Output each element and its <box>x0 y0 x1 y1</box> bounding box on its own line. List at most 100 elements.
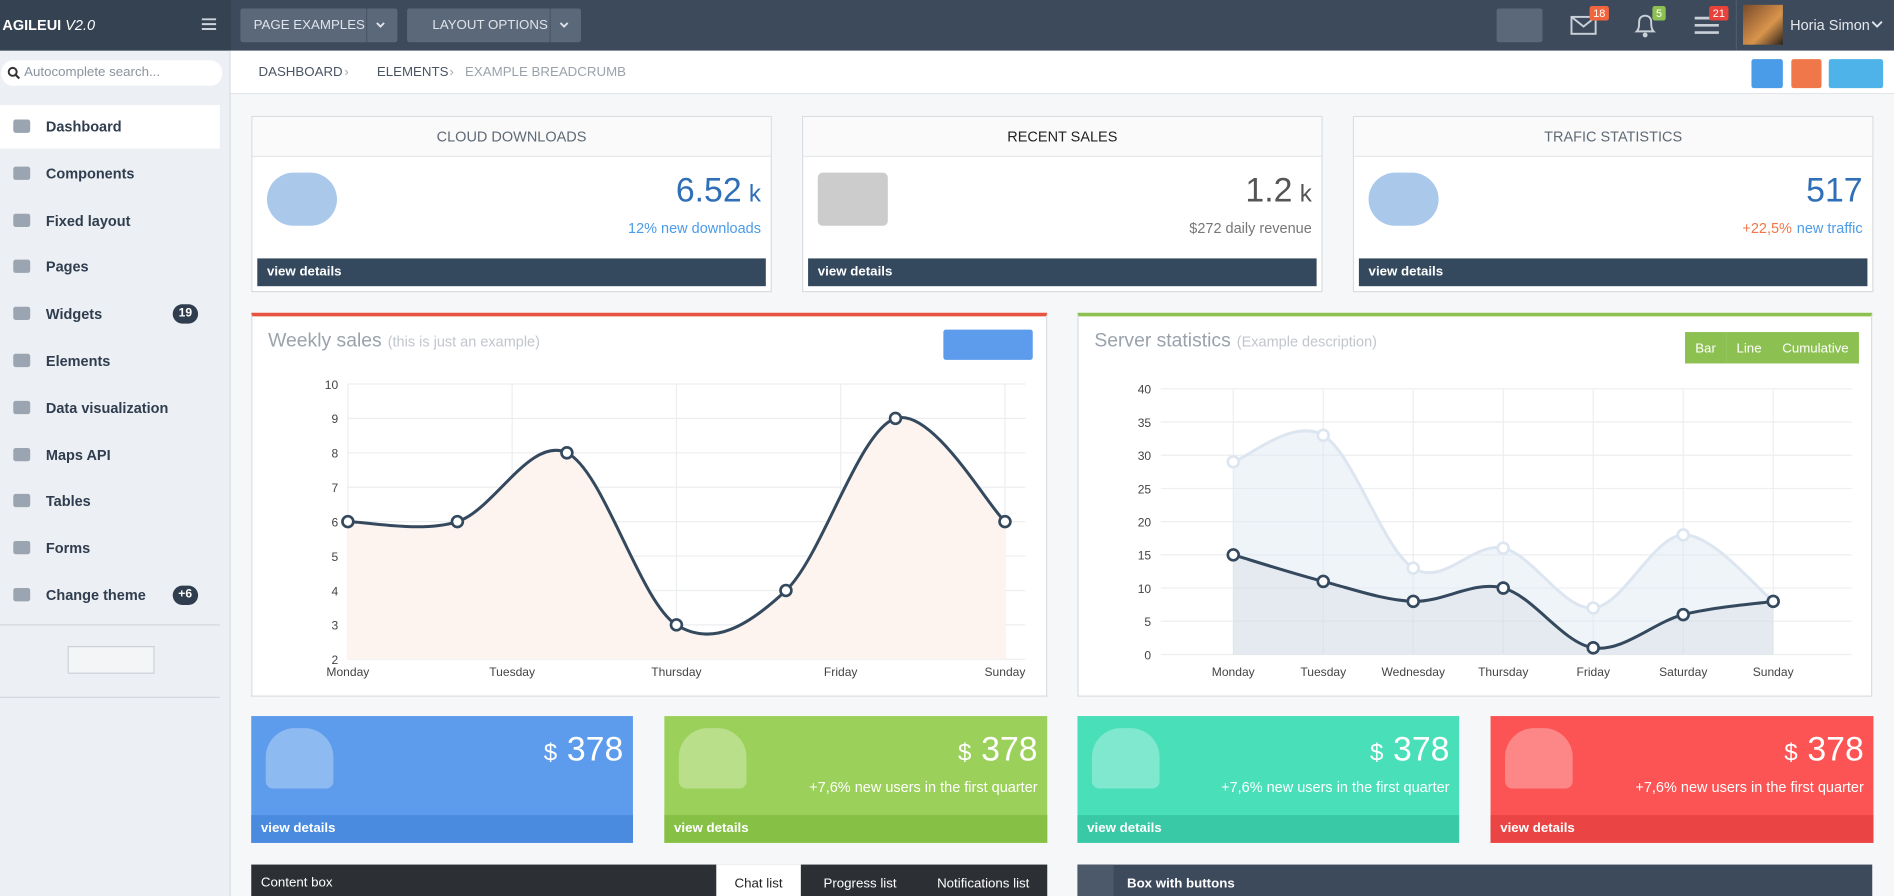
chart-button[interactable] <box>1771 332 1859 364</box>
button-label: PAGE EXAMPLES <box>253 18 365 33</box>
stat-value: 1.2 <box>1245 171 1293 209</box>
bell-icon[interactable] <box>1633 12 1657 39</box>
x-tick-label: Thursday <box>651 665 701 679</box>
tile-footer[interactable]: view details <box>251 815 633 843</box>
x-tick-label: Friday <box>1576 665 1610 679</box>
y-tick-label: 7 <box>331 481 338 495</box>
menu-item[interactable]: Components <box>0 152 220 195</box>
point <box>1226 548 1241 562</box>
menu-item[interactable]: Tables <box>0 480 220 523</box>
chart-button[interactable] <box>1726 332 1772 364</box>
tile-value: 378 <box>1807 730 1864 768</box>
chart-button[interactable] <box>1685 332 1727 364</box>
stat-value-row: 1.2 k <box>1245 171 1311 210</box>
stat-icon <box>1368 172 1439 226</box>
point <box>1406 594 1421 609</box>
x-tick-label: Tuesday <box>489 665 535 679</box>
badge: 18 <box>1589 6 1609 21</box>
menu-toggle[interactable] <box>201 17 217 31</box>
tab[interactable]: Progress list <box>801 865 919 896</box>
menu-label: Change theme <box>45 586 146 604</box>
box-title: Box with buttons <box>1126 876 1235 892</box>
point <box>1226 455 1241 469</box>
breadcrumb: DASHBOARD ELEMENTS EXAMPLE BREADCRUMB › … <box>230 50 1894 95</box>
search-input[interactable]: Autocomplete search... <box>1 60 223 86</box>
tab[interactable]: Notifications list <box>919 865 1047 896</box>
placeholder: Autocomplete search... <box>24 65 161 80</box>
chart-title-row: Weekly sales (this is just an example) <box>268 331 540 353</box>
point <box>1496 541 1510 555</box>
user-name[interactable]: Horia Simon <box>1790 16 1870 34</box>
caret <box>1871 21 1883 28</box>
chart: Monday Tuesday Wednesday Thursday Friday Satu… <box>1138 332 1859 679</box>
layout-options-button[interactable]: LAYOUT OPTIONS <box>407 8 581 43</box>
menu-icon <box>13 306 31 321</box>
point <box>779 583 793 598</box>
theme-button[interactable] <box>1496 8 1543 43</box>
tile-value-row: $378 <box>1784 731 1864 770</box>
chart-title: Weekly sales <box>268 330 382 352</box>
tile-footer[interactable]: view details <box>1490 815 1874 843</box>
tile: $378 +7,6% new users in the first quarter… <box>1077 716 1460 843</box>
x-tick-label: Monday <box>1212 665 1255 679</box>
crumb[interactable]: ELEMENTS <box>376 65 449 80</box>
link-label: view details <box>1500 821 1575 836</box>
link-label: view details <box>260 821 336 836</box>
menu-item[interactable]: Data visualization <box>0 386 220 429</box>
tile-footer[interactable]: view details <box>1077 815 1460 843</box>
chart-button-label: Cumulative <box>1782 341 1848 356</box>
view-details[interactable]: view details <box>1358 258 1868 287</box>
view-details[interactable]: view details <box>257 258 766 287</box>
chart-button-label: Bar <box>1695 341 1716 356</box>
menu-item[interactable]: Fixed layout <box>0 199 220 242</box>
menu-label: Forms <box>45 539 91 557</box>
x-tick-label: Thursday <box>1478 665 1528 679</box>
currency: $ <box>543 740 558 767</box>
chart: Monday Tuesday Thursday Friday Sunday 2 3 4 5 6 7 8… <box>325 329 1033 679</box>
tile-note: +7,6% new users in the first quarter <box>1635 778 1864 796</box>
x-tick-label: Tuesday <box>1300 665 1346 679</box>
menu-item[interactable]: Change theme +6 <box>0 574 220 617</box>
menu-item[interactable]: Dashboard <box>0 105 220 149</box>
menu-label: Components <box>45 165 135 183</box>
tab-label: Chat list <box>734 876 783 892</box>
point <box>1586 641 1600 655</box>
stat-unit: k <box>1299 181 1312 208</box>
calendar-button[interactable] <box>1791 59 1822 89</box>
stat-title: TRAFIC STATISTICS <box>1354 117 1873 157</box>
crumb: EXAMPLE BREADCRUMB <box>465 65 627 80</box>
menu-item[interactable]: Pages <box>0 246 220 289</box>
view-details[interactable]: view details <box>808 258 1317 287</box>
settings-button[interactable] <box>1828 59 1884 89</box>
sidebar: Autocomplete search... Dashboard Componen… <box>0 50 231 896</box>
toolbar[interactable] <box>943 329 1033 360</box>
point <box>669 618 684 632</box>
x-tick-label: Sunday <box>1753 665 1794 679</box>
menu-item[interactable]: Widgets 19 <box>0 292 220 335</box>
menu-label: Data visualization <box>45 399 169 417</box>
menu-icon <box>13 353 31 368</box>
currency: $ <box>958 740 972 767</box>
y-tick-label: 9 <box>331 412 338 426</box>
page-examples-button[interactable]: PAGE EXAMPLES <box>240 8 398 43</box>
divider <box>365 8 368 43</box>
help-button[interactable] <box>1751 59 1783 89</box>
tile-footer[interactable]: view details <box>664 815 1048 843</box>
x-tick-label: Monday <box>326 665 369 679</box>
avatar[interactable] <box>1742 4 1783 45</box>
tab[interactable]: Chat list <box>716 864 801 896</box>
stat-value: 517 <box>1806 171 1863 209</box>
logo: AGILEUI V2.0 <box>0 0 231 51</box>
tile: $378 view details <box>251 716 633 843</box>
y-tick-label: 35 <box>1138 416 1152 430</box>
button-group[interactable] <box>67 646 155 674</box>
crumb[interactable]: DASHBOARD <box>258 65 343 80</box>
menu-label: Widgets <box>45 305 103 323</box>
menu-item[interactable]: Forms <box>0 527 220 570</box>
menu-item[interactable]: Maps API <box>0 433 220 476</box>
tile-value: 378 <box>1393 730 1450 768</box>
tile: $378 +7,6% new users in the first quarter… <box>664 716 1048 843</box>
menu-icon <box>13 119 31 133</box>
menu-item[interactable]: Elements <box>0 339 220 382</box>
tile-icon <box>678 728 747 789</box>
